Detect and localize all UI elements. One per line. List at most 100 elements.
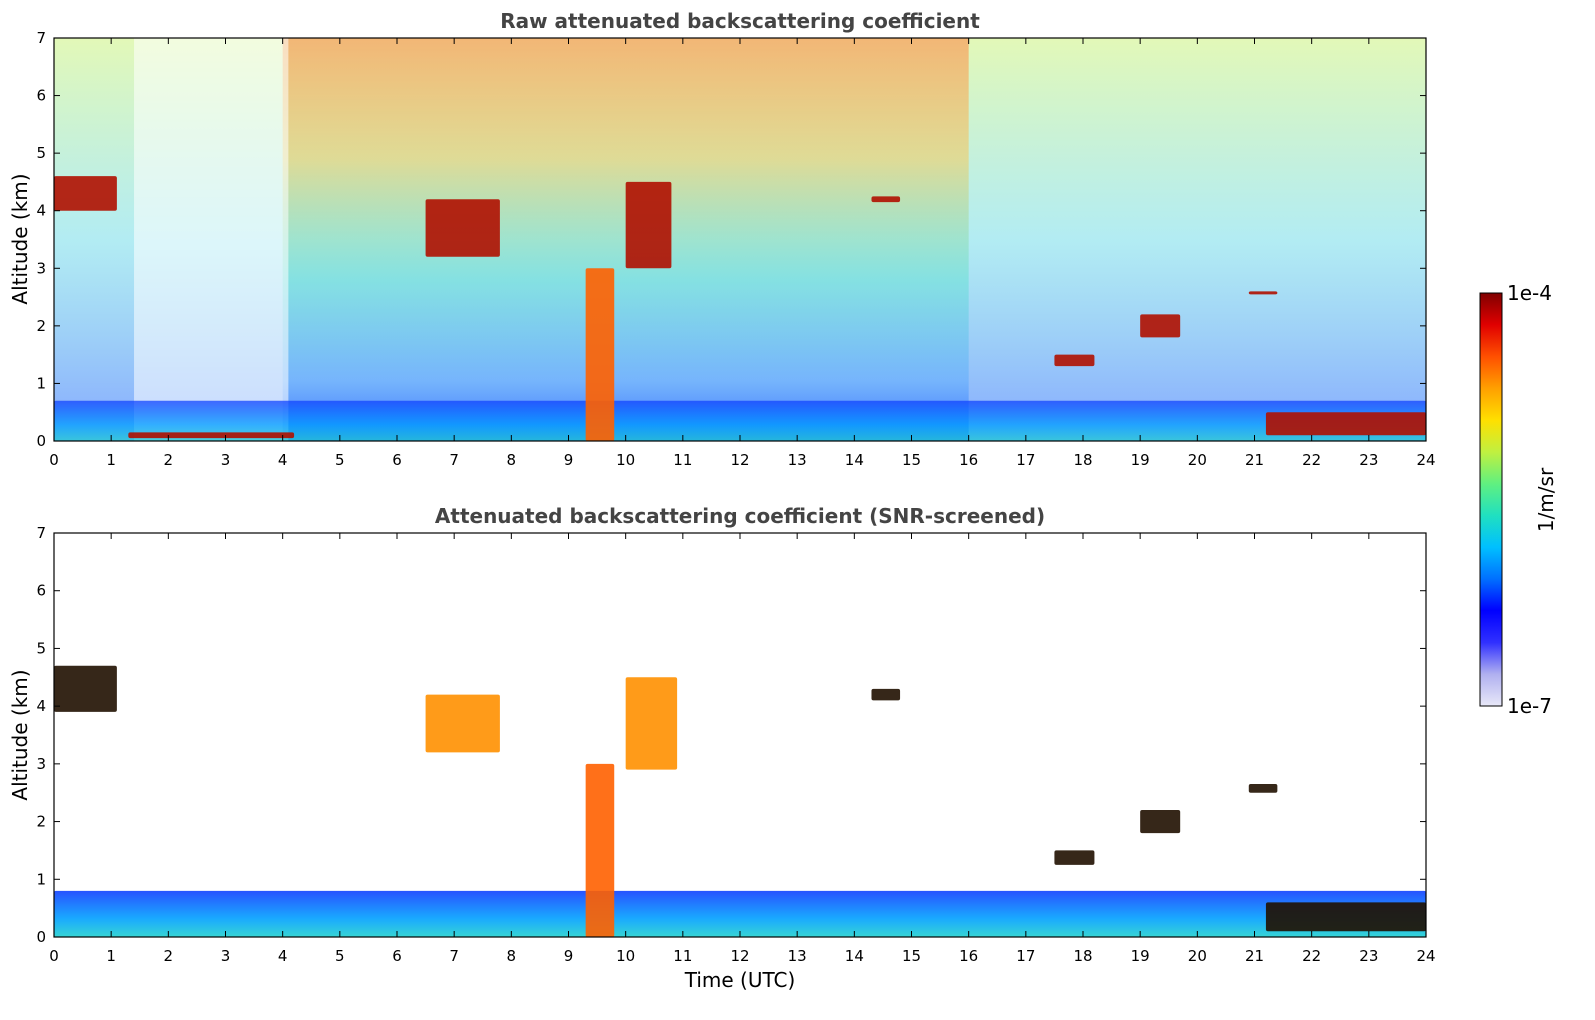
x-tick-label: 12 bbox=[730, 947, 749, 965]
y-tick-label: 2 bbox=[36, 317, 46, 335]
cloud-layer-6 bbox=[871, 196, 901, 203]
panel1-y-axis-label: Altitude (km) bbox=[8, 173, 32, 304]
panel2-features bbox=[54, 665, 1426, 937]
y-tick-label: 5 bbox=[36, 639, 46, 657]
x-tick-label: 15 bbox=[902, 451, 921, 469]
colorbar-unit-label: 1/m/sr bbox=[1534, 467, 1558, 532]
x-tick-label: 2 bbox=[164, 947, 174, 965]
x-tick-label: 1 bbox=[106, 451, 116, 469]
cloud-layer-5 bbox=[625, 181, 672, 269]
x-tick-label: 0 bbox=[49, 947, 59, 965]
y-tick-label: 4 bbox=[36, 697, 46, 715]
boundary-layer-0 bbox=[54, 400, 1426, 441]
x-tick-label: 8 bbox=[507, 947, 517, 965]
x-tick-label: 18 bbox=[1073, 451, 1092, 469]
x-tick-label: 17 bbox=[1016, 947, 1035, 965]
cloud-layer-2 bbox=[128, 432, 295, 439]
cloud-layer-6 bbox=[1054, 850, 1095, 865]
panel2-y-axis-label: Altitude (km) bbox=[8, 669, 32, 800]
y-tick-label: 3 bbox=[36, 259, 46, 277]
colorbar-max-label: 1e-4 bbox=[1507, 281, 1552, 305]
cloud-layer-4 bbox=[625, 677, 678, 770]
x-tick-label: 13 bbox=[788, 451, 807, 469]
y-tick-label: 4 bbox=[36, 202, 46, 220]
y-tick-label: 7 bbox=[36, 524, 46, 542]
x-tick-label: 19 bbox=[1131, 451, 1150, 469]
x-tick-label: 22 bbox=[1302, 451, 1321, 469]
x-tick-label: 19 bbox=[1131, 947, 1150, 965]
precipitation-fall-streak-3 bbox=[585, 763, 615, 937]
panel1-title: Raw attenuated backscattering coefficien… bbox=[500, 9, 980, 33]
cloud-layer-8 bbox=[1248, 784, 1278, 793]
panel2-title: Attenuated backscattering coefficient (S… bbox=[435, 504, 1045, 528]
x-tick-label: 4 bbox=[278, 451, 288, 469]
panel1-heatmap bbox=[54, 38, 1426, 441]
x-tick-label: 23 bbox=[1359, 947, 1378, 965]
y-tick-label: 6 bbox=[36, 87, 46, 105]
x-tick-label: 7 bbox=[449, 451, 459, 469]
colorbar: 1e-4 1e-7 1/m/sr bbox=[1479, 281, 1558, 718]
snr-screened-panel: Attenuated backscattering coefficient (S… bbox=[8, 504, 1436, 992]
panel2-x-ticks: 0 1 2 3 4 5 6 7 8 9 10 11 12 13 14 15 16 17 18 19 20 21 22 23 24 bbox=[49, 533, 1436, 965]
cloud-layer-7 bbox=[1054, 354, 1095, 367]
x-tick-label: 5 bbox=[335, 451, 345, 469]
colorbar-min-label: 1e-7 bbox=[1507, 694, 1552, 718]
x-tick-label: 10 bbox=[616, 451, 635, 469]
x-tick-label: 18 bbox=[1073, 947, 1092, 965]
x-tick-label: 24 bbox=[1416, 451, 1435, 469]
x-axis-label: Time (UTC) bbox=[684, 968, 796, 992]
cloud-layer-9 bbox=[1248, 291, 1278, 295]
cloud-layer-5 bbox=[871, 688, 901, 701]
high-noise-region bbox=[282, 38, 969, 441]
x-tick-label: 6 bbox=[392, 947, 402, 965]
y-tick-label: 7 bbox=[36, 29, 46, 47]
x-tick-label: 21 bbox=[1245, 947, 1264, 965]
cloud-layer-1 bbox=[54, 665, 117, 712]
raw-backscatter-panel: Raw attenuated backscattering coefficien… bbox=[8, 9, 1436, 469]
panel1-y-ticks: 0 1 2 3 4 5 6 7 bbox=[36, 29, 1426, 450]
x-tick-label: 24 bbox=[1416, 947, 1435, 965]
x-tick-label: 22 bbox=[1302, 947, 1321, 965]
precipitation-fall-streak-4 bbox=[585, 268, 615, 441]
cloud-layer-8 bbox=[1140, 314, 1181, 338]
x-tick-label: 15 bbox=[902, 947, 921, 965]
x-tick-label: 10 bbox=[616, 947, 635, 965]
low-signal-gap bbox=[134, 38, 289, 441]
cloud-layer-3 bbox=[425, 199, 500, 257]
x-tick-label: 14 bbox=[845, 947, 864, 965]
x-tick-label: 23 bbox=[1359, 451, 1378, 469]
x-tick-label: 12 bbox=[730, 451, 749, 469]
x-tick-label: 4 bbox=[278, 947, 288, 965]
y-tick-label: 3 bbox=[36, 755, 46, 773]
y-tick-label: 6 bbox=[36, 582, 46, 600]
boundary-layer-0 bbox=[54, 890, 1426, 937]
x-tick-label: 5 bbox=[335, 947, 345, 965]
x-tick-label: 3 bbox=[221, 451, 231, 469]
y-tick-label: 0 bbox=[36, 928, 46, 946]
panel1-features bbox=[54, 176, 1426, 441]
x-tick-label: 6 bbox=[392, 451, 402, 469]
x-tick-label: 16 bbox=[959, 451, 978, 469]
x-tick-label: 0 bbox=[49, 451, 59, 469]
colorbar-gradient bbox=[1479, 292, 1503, 707]
x-tick-label: 11 bbox=[673, 947, 692, 965]
x-tick-label: 7 bbox=[449, 947, 459, 965]
y-tick-label: 0 bbox=[36, 432, 46, 450]
x-tick-label: 20 bbox=[1188, 947, 1207, 965]
panel2-y-ticks: 0 1 2 3 4 5 6 7 bbox=[36, 524, 1426, 946]
y-tick-label: 1 bbox=[36, 374, 46, 392]
x-tick-label: 9 bbox=[564, 947, 574, 965]
cloud-layer-1 bbox=[54, 176, 117, 211]
panel1-x-ticks: 0 1 2 3 4 5 6 7 8 9 10 11 12 13 14 15 16 17 18 19 20 21 22 23 24 bbox=[49, 38, 1436, 469]
x-tick-label: 16 bbox=[959, 947, 978, 965]
x-tick-label: 13 bbox=[788, 947, 807, 965]
cloud-layer-9 bbox=[1265, 902, 1426, 932]
y-tick-label: 5 bbox=[36, 144, 46, 162]
x-tick-label: 20 bbox=[1188, 451, 1207, 469]
x-tick-label: 11 bbox=[673, 451, 692, 469]
panel2-heatmap bbox=[54, 533, 1426, 937]
x-tick-label: 9 bbox=[564, 451, 574, 469]
y-tick-label: 2 bbox=[36, 813, 46, 831]
x-tick-label: 8 bbox=[507, 451, 517, 469]
